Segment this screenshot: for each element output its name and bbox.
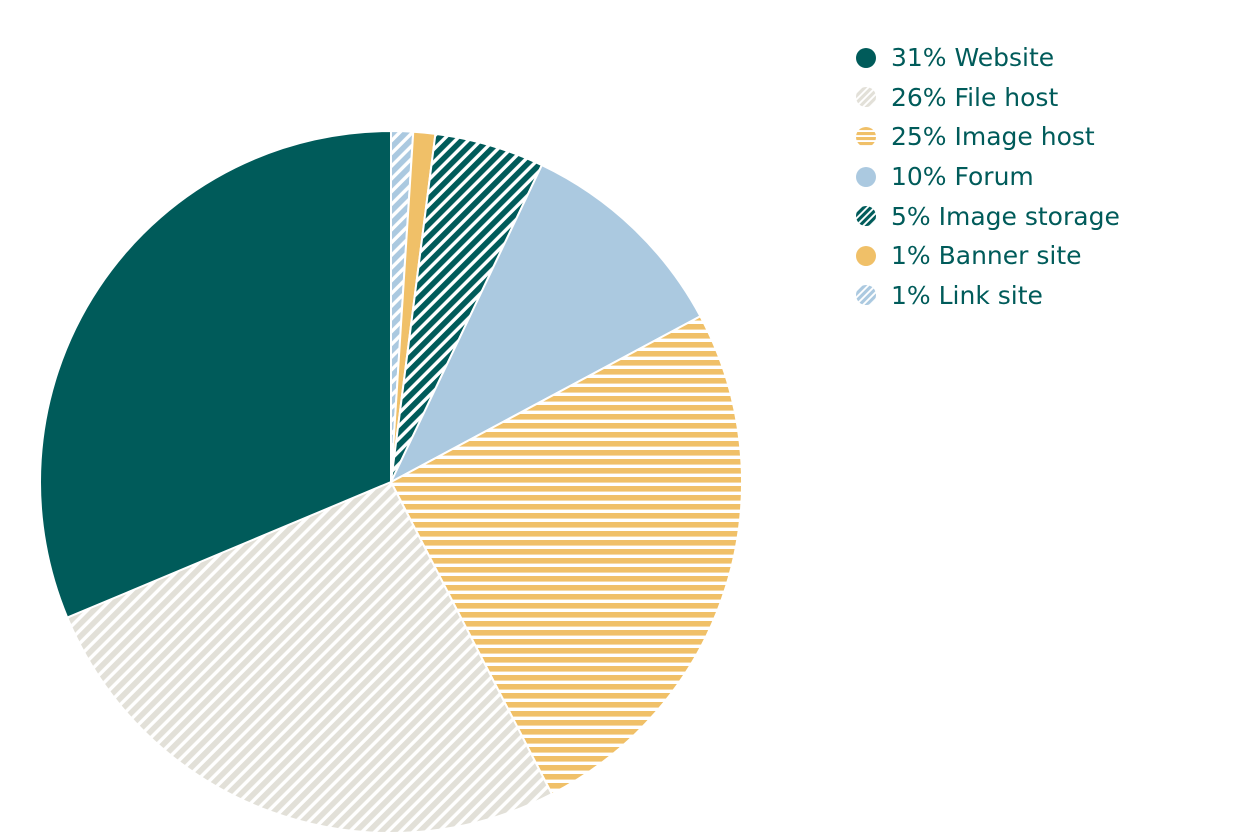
legend-item-10-forum: 10% Forum — [856, 157, 1120, 197]
legend-swatch-26-file-host — [856, 87, 876, 108]
legend-label-1-link-site: 1% Link site — [891, 280, 1043, 310]
legend: 31% Website 26% File host 25% Image host 10… — [856, 38, 1120, 315]
legend-swatch-1-link-site — [856, 285, 876, 306]
legend-swatch-1-banner-site — [856, 245, 876, 266]
legend-item-1-banner-site: 1% Banner site — [856, 236, 1120, 276]
pie-slice-10-forum — [388, 163, 702, 485]
legend-swatch-31-website — [856, 47, 876, 68]
legend-item-26-file-host: 26% File host — [856, 78, 1120, 118]
legend-swatch-25-image-host — [856, 126, 876, 147]
pie-slice-31-website — [39, 129, 392, 619]
pie-slice-26-file-host — [65, 480, 554, 833]
legend-label-5-image-storage: 5% Image storage — [891, 201, 1120, 231]
pie-slice-25-image-host — [389, 314, 743, 796]
legend-label-1-banner-site: 1% Banner site — [891, 241, 1082, 271]
legend-label-10-forum: 10% Forum — [891, 162, 1034, 192]
legend-label-26-file-host: 26% File host — [891, 82, 1059, 112]
legend-item-1-link-site: 1% Link site — [856, 276, 1120, 316]
legend-swatch-10-forum — [856, 166, 876, 187]
legend-item-25-image-host: 25% Image host — [856, 117, 1120, 157]
legend-label-25-image-host: 25% Image host — [891, 122, 1095, 152]
legend-swatch-5-image-storage — [856, 206, 876, 227]
pie-chart — [39, 129, 743, 833]
legend-label-31-website: 31% Website — [891, 43, 1055, 73]
legend-item-31-website: 31% Website — [856, 38, 1120, 78]
legend-item-5-image-storage: 5% Image storage — [856, 196, 1120, 236]
